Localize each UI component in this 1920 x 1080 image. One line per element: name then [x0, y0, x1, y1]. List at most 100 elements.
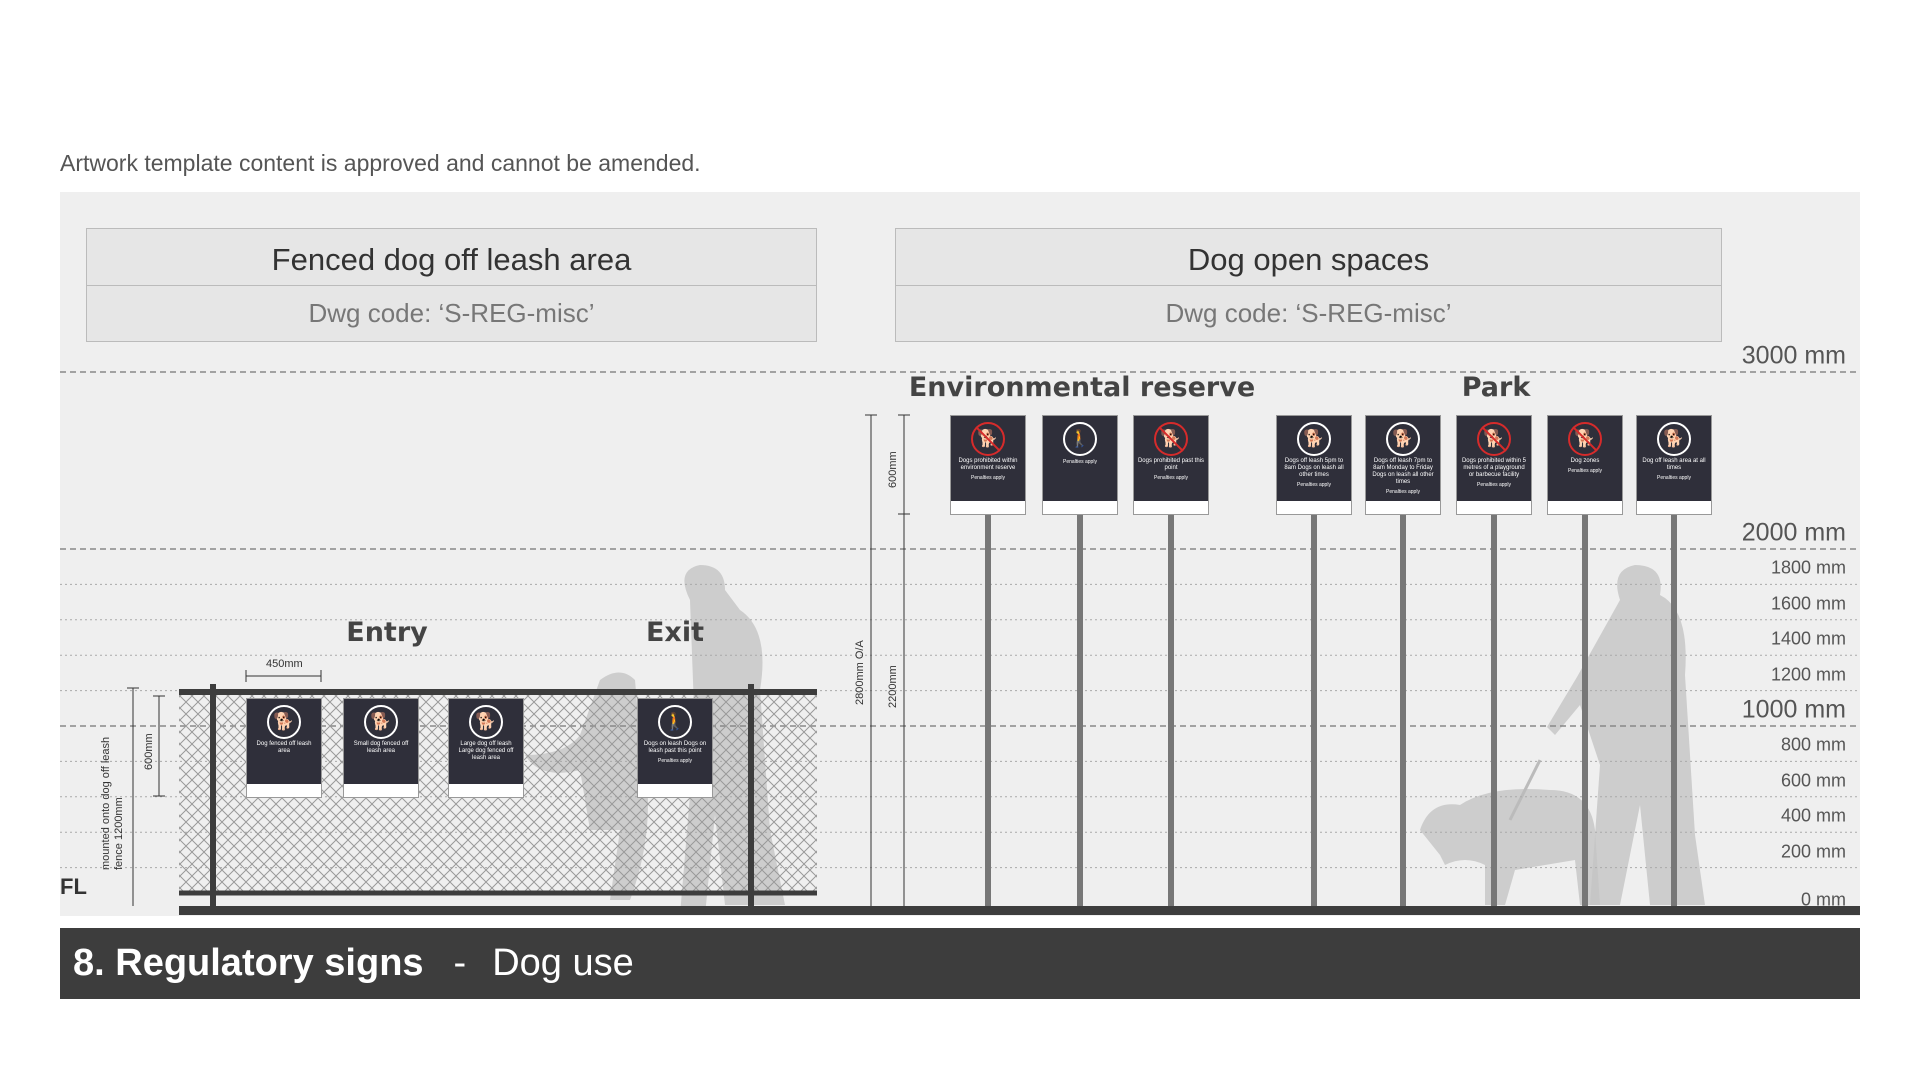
scale-label: 800 mm [1780, 734, 1846, 755]
fence-mount-label: mounted onto dog off leash fence 1200mm [100, 736, 125, 870]
penalties-text: Penalties apply [1477, 482, 1511, 488]
height-600-label: 600mm [143, 733, 155, 770]
person-dog-icon: 🚶 [658, 705, 692, 739]
heading-exit: Exit [645, 617, 705, 648]
sign-footer [1134, 501, 1208, 514]
sign-footer [1043, 501, 1117, 514]
floor-level-label: FL [60, 874, 87, 899]
dog-icon: 🐕 [267, 705, 301, 739]
sign-dog-prohibited: 🐕 Dogs prohibited within 5 metres of a pl… [1456, 415, 1532, 515]
sign-footer [1277, 501, 1351, 514]
sign-footer [1548, 501, 1622, 514]
penalties-text: Penalties apply [1063, 459, 1097, 465]
sign-pole [1582, 514, 1588, 906]
penalties-text: Penalties apply [1386, 489, 1420, 495]
overall-height-label: 2800mm O/A [854, 640, 866, 705]
scale-label: 200 mm [1780, 841, 1846, 862]
dwg-code: Dwg code: ‘S-REG-misc’ [1165, 298, 1452, 328]
heading-park: Park [1461, 372, 1531, 403]
sign-pole [1168, 514, 1174, 906]
dwg-code: Dwg code: ‘S-REG-misc’ [308, 298, 595, 328]
penalties-text: Penalties apply [1154, 475, 1188, 481]
box-title: Dog open spaces [896, 229, 1721, 286]
sign-text: Dogs off leash 5pm to 8am Dogs on leash … [1284, 458, 1344, 478]
sign-pole [1077, 514, 1083, 906]
scale-label: 1400 mm [1770, 628, 1846, 649]
scale-label: 3000 mm [1741, 341, 1846, 370]
sign-dog-prohibited: 🐕 Dogs prohibited within environment rese… [950, 415, 1026, 515]
sign-dog: 🐕 Dogs off leash 5pm to 8am Dogs on leash… [1276, 415, 1352, 515]
sign-footer [1366, 501, 1440, 514]
sign-text: Dogs prohibited within 5 metres of a pla… [1461, 458, 1527, 478]
sign-pole [1491, 514, 1497, 906]
dog-icon: 🐕 [1386, 422, 1420, 456]
sign-text: Dogs prohibited past this point [1137, 458, 1205, 471]
penalties-text: Penalties apply [658, 758, 692, 764]
leash-line [1508, 759, 1542, 821]
ground-line [179, 906, 1860, 915]
dog-silhouette [1420, 789, 1600, 905]
sign-text: Dog off leash area at all times [1642, 458, 1706, 471]
sign-dog-prohibited: 🐕 Dogs prohibited past this point Penaltie… [1133, 415, 1209, 515]
sign-small-dog: 🐕 Small dog fenced off leash area [343, 698, 419, 798]
dog-icon: 🐕 [1297, 422, 1331, 456]
scale-label: 600 mm [1780, 770, 1846, 791]
separator: - [453, 942, 467, 984]
fenced-area-title-box: Fenced dog off leash area Dwg code: ‘S-R… [86, 228, 817, 342]
dog-icon: 🐕 [1477, 422, 1511, 456]
sign-footer [951, 501, 1025, 514]
scale-label: 1800 mm [1770, 557, 1846, 578]
scale-label: 1200 mm [1770, 664, 1846, 685]
sign-height-label: 600mm [887, 451, 899, 488]
sign-large-dog: 🐕 Large dog off leash Large dog fenced of… [448, 698, 524, 798]
sign-footer [1637, 501, 1711, 514]
scale-label: 400 mm [1780, 805, 1846, 826]
scale-label: 1600 mm [1770, 593, 1846, 614]
width-450-label: 450mm [266, 658, 303, 670]
sign-text: Dogs off leash 7pm to 8am Monday to Frid… [1372, 458, 1434, 485]
sign-person-dog: 🚶 Dogs on leash Dogs on leash past this p… [637, 698, 713, 798]
section-subtitle: Dog use [492, 942, 634, 984]
sign-dog: 🐕 Dogs off leash 7pm to 8am Monday to Fri… [1365, 415, 1441, 515]
sign-text: Dog fenced off leash area [256, 741, 312, 754]
sign-text: Large dog off leash Large dog fenced off… [458, 741, 514, 761]
dog-icon: 🐕 [1657, 422, 1691, 456]
scale-label: 2000 mm [1741, 518, 1846, 547]
small-dog-icon: 🐕 [364, 705, 398, 739]
penalties-text: Penalties apply [1297, 482, 1331, 488]
sign-dog: 🐕 Dog off leash area at all times Penaltie… [1636, 415, 1712, 515]
penalties-text: Penalties apply [971, 475, 1005, 481]
sign-pole [1311, 514, 1317, 906]
sign-pole [1671, 514, 1677, 906]
scale-label: 1000 mm [1741, 695, 1846, 724]
artwork-note: Artwork template content is approved and… [60, 150, 701, 176]
sign-pole [1400, 514, 1406, 906]
sign-footer [449, 784, 523, 797]
person-dog-icon: 🚶 [1063, 422, 1097, 456]
sign-footer [1457, 501, 1531, 514]
sign-text: Dogs on leash Dogs on leash past this po… [643, 741, 707, 754]
sign-footer [344, 784, 418, 797]
person-silhouette [1547, 565, 1705, 905]
section-title: 8. Regulatory signs [73, 942, 424, 984]
sign-dog-zones-prohibited: 🐕 Dog zones Penalties apply [1547, 415, 1623, 515]
box-title: Fenced dog off leash area [87, 229, 816, 286]
penalties-text: Penalties apply [1657, 475, 1691, 481]
sign-footer [638, 784, 712, 797]
sign-footer [247, 784, 321, 797]
sign-text: Small dog fenced off leash area [353, 741, 409, 754]
scale-label: 0 mm [1801, 889, 1846, 910]
dog-icon: 🐕 [1154, 422, 1188, 456]
sign-dog: 🐕 Dog fenced off leash area [246, 698, 322, 798]
dog-icon: 🐕 [971, 422, 1005, 456]
section-title-band: 8. Regulatory signs - Dog use [60, 928, 1860, 999]
sign-text: Dogs prohibited within environment reser… [958, 458, 1018, 471]
open-spaces-title-box: Dog open spaces Dwg code: ‘S-REG-misc’ [895, 228, 1722, 342]
sign-pole [985, 514, 991, 906]
dog-zones-icon: 🐕 [1568, 422, 1602, 456]
large-dog-icon: 🐕 [469, 705, 503, 739]
penalties-text: Penalties apply [1568, 468, 1602, 474]
pole-height-label: 2200mm [887, 665, 899, 708]
heading-environmental-reserve: Environmental reserve [908, 372, 1256, 403]
